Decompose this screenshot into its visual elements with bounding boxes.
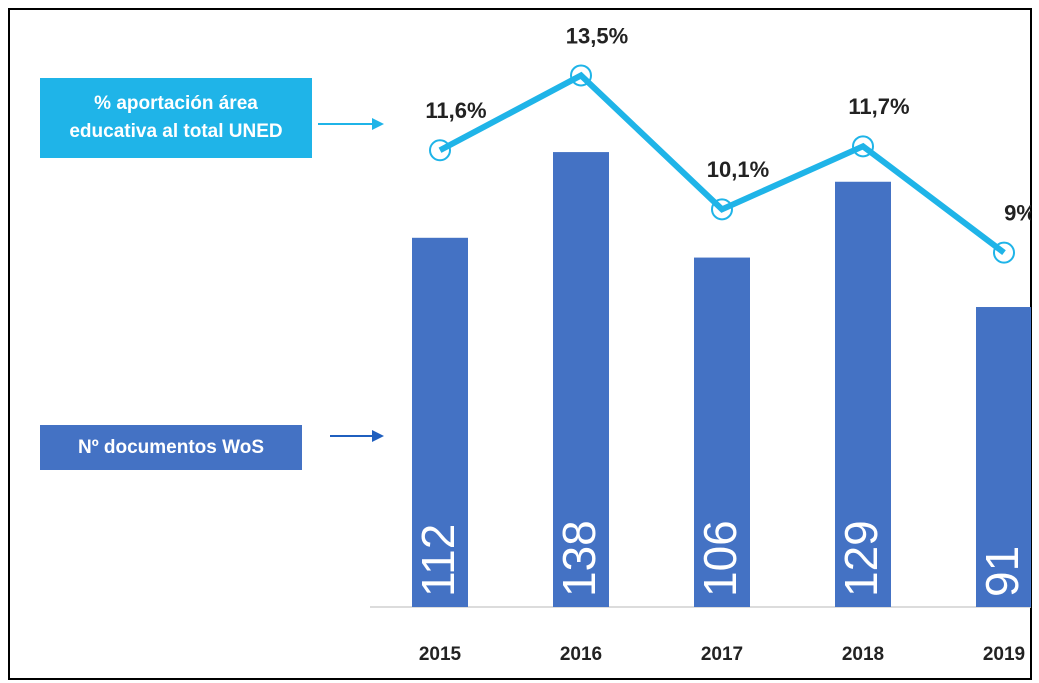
x-tick-label: 2019 (983, 644, 1025, 665)
x-tick-label: 2015 (419, 644, 462, 665)
line-marker (570, 64, 592, 87)
bar-value-label: 106 (694, 520, 746, 597)
bar-value-label: 138 (553, 520, 605, 597)
line-value-label: 13,5% (566, 23, 628, 48)
bar (694, 257, 750, 607)
bar-value-label: 112 (412, 524, 464, 597)
line-value-label: 10,1% (707, 157, 769, 182)
line-marker (852, 135, 874, 158)
line-value-label: 9% (1004, 200, 1036, 225)
line-marker (429, 139, 451, 162)
bar (412, 237, 468, 607)
line-value-label: 11,7% (848, 94, 909, 119)
x-tick-label: 2016 (560, 644, 602, 665)
x-tick-label: 2018 (842, 644, 884, 665)
line-marker (993, 241, 1015, 264)
bar-value-label: 91 (976, 546, 1028, 597)
line (438, 71, 1006, 256)
arrow-head (372, 118, 384, 130)
x-tick-label: 2017 (701, 644, 743, 665)
line-value-label: 11,6% (425, 98, 486, 123)
plot-area: 2015 2016 2017 2018 2019 112 138 106 129 91 11,6% 1… (370, 23, 1036, 665)
arrow-head (372, 430, 384, 442)
line-marker (711, 198, 733, 221)
bar (835, 181, 891, 607)
bar-value-label: 129 (835, 520, 887, 597)
bar (976, 307, 1031, 607)
legend-bar: Nº documentos WoS (40, 425, 302, 470)
legend-line: % aportación área educativa al total UNE… (40, 78, 312, 158)
bar (553, 152, 609, 607)
